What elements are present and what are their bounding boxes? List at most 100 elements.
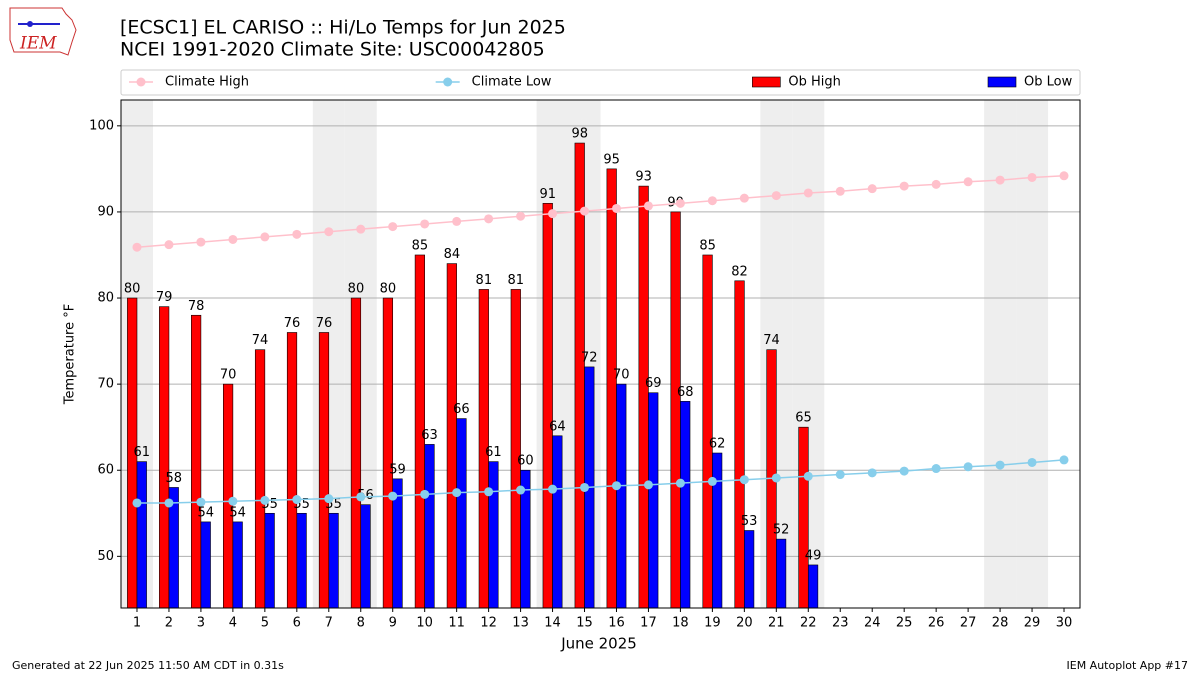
bar <box>286 332 298 609</box>
legend-label: Climate Low <box>472 75 552 90</box>
legend-label: Climate High <box>165 75 249 90</box>
bar <box>638 185 649 609</box>
climate-line <box>136 175 1065 248</box>
climate-point <box>835 470 845 480</box>
bar <box>744 530 755 609</box>
x-tick-label: 10 <box>416 616 433 631</box>
y-axis-label: Temperature °F <box>63 304 78 405</box>
climate-point <box>292 495 302 505</box>
bar <box>616 383 627 609</box>
data-label: 52 <box>773 523 790 538</box>
bar <box>200 521 211 609</box>
climate-point <box>228 496 238 506</box>
x-tick-label: 24 <box>864 616 881 631</box>
y-tick-label: 70 <box>97 377 114 392</box>
climate-point <box>995 460 1005 470</box>
data-label: 80 <box>380 282 397 297</box>
bar <box>542 203 553 609</box>
climate-point <box>580 206 590 216</box>
data-label: 81 <box>508 273 525 288</box>
weekend-shade <box>984 100 1017 608</box>
footer-left: Generated at 22 Jun 2025 11:50 AM CDT in… <box>12 659 284 672</box>
chart-title: [ECSC1] EL CARISO :: Hi/Lo Temps for Jun… <box>120 17 566 39</box>
data-label: 69 <box>645 376 662 391</box>
bar <box>264 512 275 609</box>
climate-point <box>324 227 334 237</box>
chart-subtitle: NCEI 1991-2020 Climate Site: USC00042805 <box>120 39 545 61</box>
x-tick-label: 20 <box>736 616 753 631</box>
climate-point <box>867 184 877 194</box>
bar <box>328 512 339 609</box>
data-label: 76 <box>316 316 333 331</box>
data-label: 78 <box>188 299 205 314</box>
data-label: 85 <box>412 238 429 253</box>
x-tick-label: 7 <box>325 616 333 631</box>
climate-point <box>771 473 781 483</box>
climate-point <box>931 179 941 189</box>
climate-point <box>803 188 813 198</box>
footer-right: IEM Autoplot App #17 <box>1067 659 1189 672</box>
legend-box <box>120 69 1081 96</box>
x-tick-label: 30 <box>1056 616 1073 631</box>
climate-point <box>771 191 781 201</box>
legend-marker <box>136 77 146 87</box>
climate-point <box>516 211 526 221</box>
data-label: 74 <box>763 333 780 348</box>
bar <box>232 521 243 609</box>
climate-point <box>611 481 621 491</box>
climate-point <box>228 234 238 244</box>
bar <box>222 383 234 609</box>
climate-point <box>675 478 685 488</box>
bar <box>456 418 467 609</box>
climate-point <box>675 198 685 208</box>
x-tick-label: 16 <box>608 616 625 631</box>
data-label: 72 <box>581 350 598 365</box>
data-label: 66 <box>453 402 470 417</box>
climate-point <box>995 175 1005 185</box>
climate-point <box>452 488 462 498</box>
x-tick-label: 28 <box>992 616 1009 631</box>
climate-point <box>132 242 142 252</box>
climate-point <box>643 480 653 490</box>
climate-point <box>1059 455 1069 465</box>
x-tick-label: 5 <box>261 616 269 631</box>
climate-point <box>803 471 813 481</box>
climate-point <box>963 177 973 187</box>
climate-point <box>356 224 366 234</box>
bar <box>159 306 170 609</box>
climate-point <box>388 491 398 501</box>
climate-point <box>164 498 174 508</box>
climate-point <box>420 489 430 499</box>
data-label: 74 <box>252 333 269 348</box>
climate-point <box>548 209 558 219</box>
logo-text: IEM <box>19 34 57 54</box>
data-label: 53 <box>741 514 758 529</box>
y-tick-label: 100 <box>89 118 114 133</box>
data-label: 49 <box>805 548 822 563</box>
x-tick-label: 8 <box>357 616 365 631</box>
data-label: 82 <box>731 264 748 279</box>
climate-point <box>899 181 909 191</box>
x-tick-label: 1 <box>133 616 141 631</box>
climate-point <box>643 201 653 211</box>
climate-point <box>707 476 717 486</box>
climate-point <box>388 222 398 232</box>
data-label: 62 <box>709 437 726 452</box>
bar <box>446 263 457 609</box>
legend-marker <box>443 77 453 87</box>
data-label: 59 <box>389 462 406 477</box>
bar <box>670 211 681 609</box>
bar <box>702 254 713 609</box>
bar <box>734 280 745 609</box>
data-label: 54 <box>229 505 246 520</box>
x-tick-label: 27 <box>960 616 977 631</box>
x-tick-label: 6 <box>293 616 301 631</box>
climate-point <box>292 229 302 239</box>
x-tick-label: 25 <box>896 616 913 631</box>
data-label: 65 <box>795 411 812 426</box>
weekend-shade <box>1016 100 1049 608</box>
climate-point <box>899 466 909 476</box>
climate-point <box>1027 457 1037 467</box>
